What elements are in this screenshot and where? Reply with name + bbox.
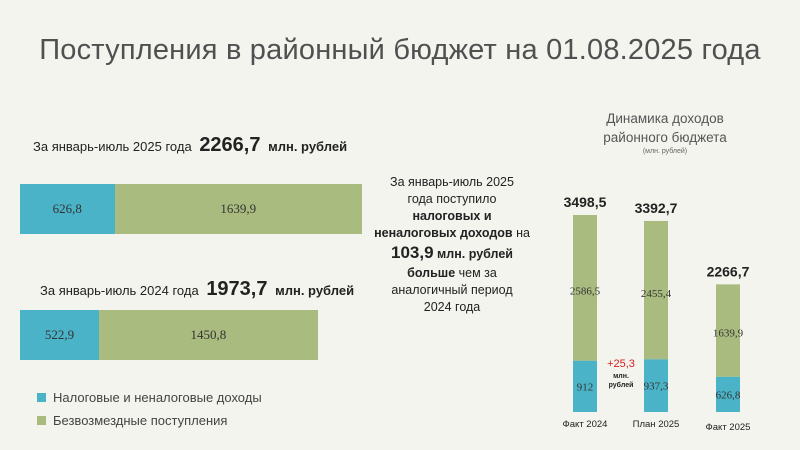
comparison-line-6-rest: чем за <box>455 266 497 280</box>
summary-2024-value: 1973,7 <box>206 278 268 300</box>
vbar-tax-label-2: 937,3 <box>644 381 669 393</box>
comparison-value-line: 103,9 млн. рублей <box>368 244 536 263</box>
comparison-line-1: За январь-июль 2025 <box>390 175 514 189</box>
vbar-grant-label-3: 1639,9 <box>713 327 744 339</box>
dynamics-title-unit: (млн. рублей) <box>642 148 688 155</box>
vbar-category-label-2: План 2025 <box>633 419 680 430</box>
vbar-grant-segment-2 <box>644 220 668 360</box>
vbar-category-label-3: Факт 2025 <box>706 422 751 433</box>
hbar-2024-grant-segment: 1450,8 <box>98 310 318 360</box>
comparison-text: За январь-июль 2025 года поступило налог… <box>368 174 536 316</box>
vbar-diff-annotation-line3: рублей <box>609 381 634 389</box>
legend-swatch-grant <box>37 416 46 425</box>
comparison-line-4-bold: неналоговых доходов <box>374 226 513 240</box>
comparison-line-6-bold: больше <box>407 266 456 280</box>
comparison-line-4-rest: на <box>512 226 530 240</box>
dynamics-title-line-1: Динамика доходов <box>606 111 724 126</box>
comparison-value: 103,9 <box>391 243 434 262</box>
vbar-tax-segment-2 <box>644 359 668 412</box>
summary-2024-prefix: За январь-июль 2024 года <box>40 283 199 298</box>
vbar-diff-annotation-value: +25,3 <box>607 358 635 370</box>
comparison-line-2: года поступило <box>407 192 497 206</box>
page-title: Поступления в районный бюджет на 01.08.2… <box>39 34 761 66</box>
vbar-tax-segment-1 <box>573 360 597 412</box>
vbar-grant-segment-1 <box>573 215 597 361</box>
hbar-2024-tax-segment: 522,9 <box>20 310 99 360</box>
vbar-diff-annotation-line2: млн. <box>613 373 629 380</box>
hbar-2024: 522,9 1450,8 <box>20 310 318 360</box>
comparison-line-7: аналогичный период <box>391 283 513 297</box>
summary-2025-caption: За январь-июль 2025 года 2266,7 млн. руб… <box>33 134 347 157</box>
comparison-line-6: больше чем за <box>368 265 536 282</box>
legend-item-tax: Налоговые и неналоговые доходы <box>37 390 262 405</box>
hbar-2025-tax-segment: 626,8 <box>20 184 115 234</box>
summary-2024-caption: За январь-июль 2024 года 1973,7 млн. руб… <box>40 278 354 301</box>
comparison-line-8: 2024 года <box>423 300 481 314</box>
hbar-2025: 626,8 1639,9 <box>20 184 362 234</box>
summary-2025-prefix: За январь-июль 2025 года <box>33 139 192 154</box>
legend-label-grant: Безвозмездные поступления <box>53 413 228 428</box>
summary-2025-unit: млн. рублей <box>268 139 348 154</box>
vbar-grant-segment-3 <box>716 284 740 377</box>
comparison-line-4: неналоговых доходов на <box>368 225 536 242</box>
vbar-category-label-1: Факт 2024 <box>563 419 608 430</box>
vbar-tax-label-1: 912 <box>577 381 594 393</box>
legend: Налоговые и неналоговые доходы Безвозмез… <box>37 390 262 428</box>
comparison-line-3: налоговых и <box>412 209 492 223</box>
vbar-tax-label-3: 626,8 <box>716 389 741 401</box>
hbar-2025-grant-segment: 1639,9 <box>114 184 362 234</box>
hbar-2025-grant-label: 1639,9 <box>220 201 257 216</box>
vbar-total-label-2: 3392,7 <box>635 200 678 216</box>
dynamics-chart-title: Динамика доходов районного бюджета (млн.… <box>570 109 760 156</box>
vbar-tax-segment-3 <box>716 376 740 412</box>
summary-2024-unit: млн. рублей <box>275 283 355 298</box>
legend-swatch-tax <box>37 393 46 402</box>
hbar-2024-grant-label: 1450,8 <box>190 327 227 342</box>
vbar-total-label-1: 3498,5 <box>564 194 607 210</box>
dynamics-title-line-2: районного бюджета <box>603 130 727 145</box>
summary-2025-value: 2266,7 <box>199 134 261 156</box>
hbar-2024-tax-label: 522,9 <box>44 327 75 342</box>
vbar-total-label-3: 2266,7 <box>707 263 750 279</box>
comparison-unit: млн. рублей <box>433 247 513 261</box>
vbar-grant-label-2: 2455,4 <box>641 288 672 300</box>
legend-label-tax: Налоговые и неналоговые доходы <box>53 390 262 405</box>
hbar-2025-tax-label: 626,8 <box>52 201 82 216</box>
legend-item-grant: Безвозмездные поступления <box>37 413 262 428</box>
vbar-grant-label-1: 2586,5 <box>570 286 601 298</box>
